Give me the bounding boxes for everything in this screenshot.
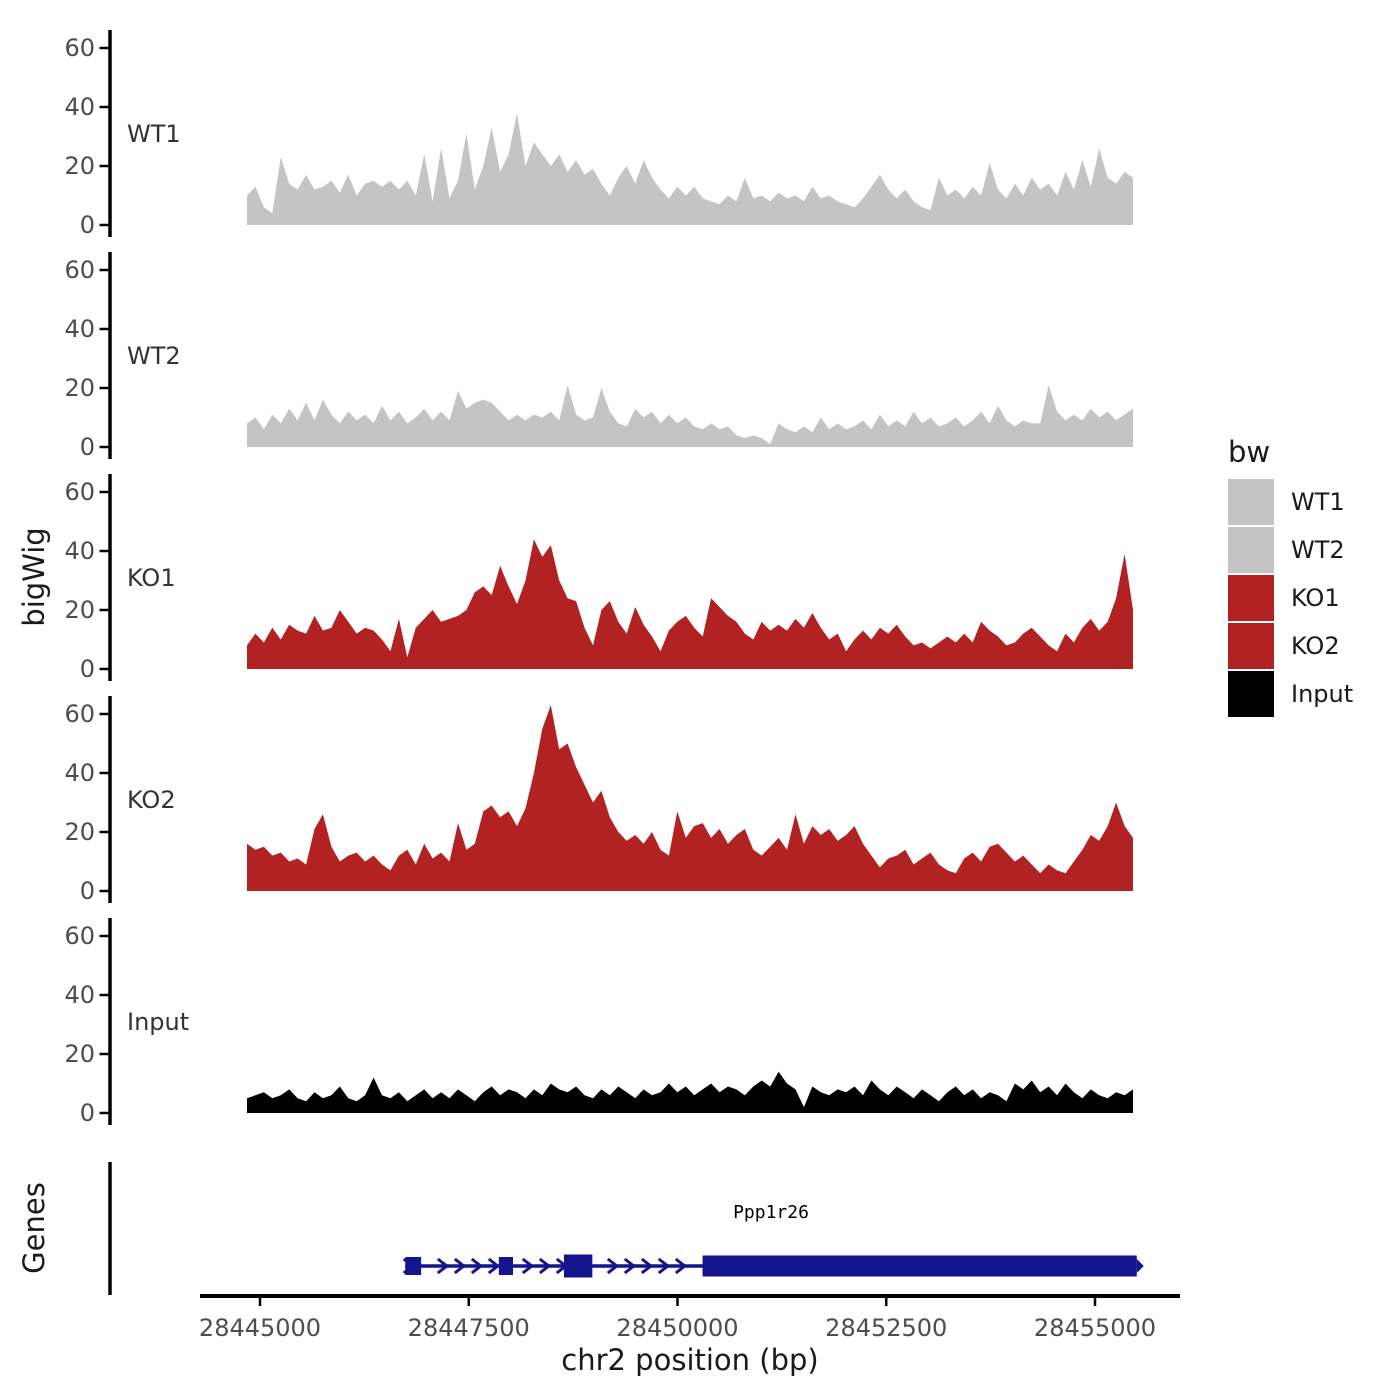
y-tick-label: 20 bbox=[64, 374, 95, 402]
gene-exon-4 bbox=[702, 1255, 1137, 1277]
x-tick-label: 28445000 bbox=[199, 1314, 321, 1342]
y-tick-label: 60 bbox=[64, 256, 95, 284]
strand-arrow-icon bbox=[487, 1257, 501, 1275]
y-tick-label: 60 bbox=[64, 478, 95, 506]
y-tick-label: 60 bbox=[64, 922, 95, 950]
facet-input: 60 40 20 0 Input bbox=[64, 918, 1133, 1127]
coverage-area-input bbox=[247, 1071, 1133, 1113]
gene-exon-1 bbox=[405, 1257, 422, 1275]
coverage-area-ko2 bbox=[247, 705, 1133, 891]
x-tick-label: 28447500 bbox=[408, 1314, 530, 1342]
strand-arrow-icon bbox=[606, 1257, 620, 1275]
legend-swatch-wt2 bbox=[1228, 527, 1274, 573]
facet-ko1: 60 40 20 0 KO1 bbox=[64, 474, 1133, 683]
y-tick-label: 40 bbox=[64, 537, 95, 565]
y-tick-label: 0 bbox=[80, 211, 95, 239]
facet-wt1: 60 40 20 0 WT1 bbox=[64, 30, 1133, 239]
strand-arrow-icon bbox=[521, 1257, 535, 1275]
y-tick-label: 0 bbox=[80, 877, 95, 905]
legend: bw WT1 WT2 KO1 KO2 Input bbox=[1228, 435, 1353, 717]
facet-ko2: 60 40 20 0 KO2 bbox=[64, 696, 1133, 905]
gene-name-label: Ppp1r26 bbox=[733, 1202, 809, 1223]
strand-arrow-icon bbox=[453, 1257, 467, 1275]
y-axis-title: bigWig bbox=[17, 527, 51, 626]
track-label-ko2: KO2 bbox=[127, 786, 176, 814]
y-tick-label: 40 bbox=[64, 93, 95, 121]
legend-swatch-input bbox=[1228, 671, 1274, 717]
legend-label-wt2: WT2 bbox=[1291, 536, 1345, 564]
y-tick-label: 20 bbox=[64, 596, 95, 624]
facet-wt2: 60 40 20 0 WT2 bbox=[64, 252, 1133, 461]
genes-track: Ppp1r26 bbox=[108, 1162, 1144, 1295]
legend-label-input: Input bbox=[1291, 680, 1353, 708]
strand-arrow-icon bbox=[538, 1257, 552, 1275]
x-axis-title: chr2 position (bp) bbox=[561, 1343, 818, 1377]
coverage-area-ko1 bbox=[247, 539, 1133, 669]
y-tick-label: 0 bbox=[80, 1099, 95, 1127]
y-tick-label: 20 bbox=[64, 818, 95, 846]
y-tick-label: 40 bbox=[64, 315, 95, 343]
legend-swatch-wt1 bbox=[1228, 479, 1274, 525]
track-label-input: Input bbox=[127, 1008, 189, 1036]
strand-arrow-icon bbox=[436, 1257, 450, 1275]
y-tick-label: 40 bbox=[64, 981, 95, 1009]
strand-arrow-icon bbox=[623, 1257, 637, 1275]
strand-arrow-icon bbox=[470, 1257, 484, 1275]
legend-label-ko2: KO2 bbox=[1291, 632, 1340, 660]
legend-label-ko1: KO1 bbox=[1291, 584, 1340, 612]
x-tick-label: 28455000 bbox=[1034, 1314, 1156, 1342]
track-label-wt2: WT2 bbox=[127, 342, 181, 370]
x-tick-label: 28450000 bbox=[616, 1314, 738, 1342]
legend-label-wt1: WT1 bbox=[1291, 488, 1345, 516]
y-tick-label: 60 bbox=[64, 34, 95, 62]
x-tick-label: 28452500 bbox=[825, 1314, 947, 1342]
strand-arrow-icon bbox=[657, 1257, 671, 1275]
strand-arrow-icon bbox=[674, 1257, 688, 1275]
gene-exon-2 bbox=[498, 1257, 514, 1275]
y-tick-label: 0 bbox=[80, 433, 95, 461]
strand-arrow-icon bbox=[640, 1257, 654, 1275]
y-tick-label: 20 bbox=[64, 152, 95, 180]
gene-exon-3 bbox=[563, 1254, 593, 1278]
x-axis: 28445000 28447500 28450000 28452500 28455000… bbox=[199, 1294, 1180, 1377]
y-tick-label: 0 bbox=[80, 655, 95, 683]
y-tick-label: 60 bbox=[64, 700, 95, 728]
track-label-wt1: WT1 bbox=[127, 120, 181, 148]
gene-end-arrow-icon bbox=[1136, 1259, 1144, 1273]
coverage-area-wt2 bbox=[247, 385, 1133, 447]
track-label-ko1: KO1 bbox=[127, 564, 176, 592]
y-tick-label: 40 bbox=[64, 759, 95, 787]
legend-swatch-ko1 bbox=[1228, 575, 1274, 621]
legend-swatch-ko2 bbox=[1228, 623, 1274, 669]
legend-title: bw bbox=[1228, 435, 1270, 469]
coverage-area-wt1 bbox=[247, 112, 1133, 225]
genes-axis-title: Genes bbox=[17, 1182, 51, 1274]
y-tick-label: 20 bbox=[64, 1040, 95, 1068]
